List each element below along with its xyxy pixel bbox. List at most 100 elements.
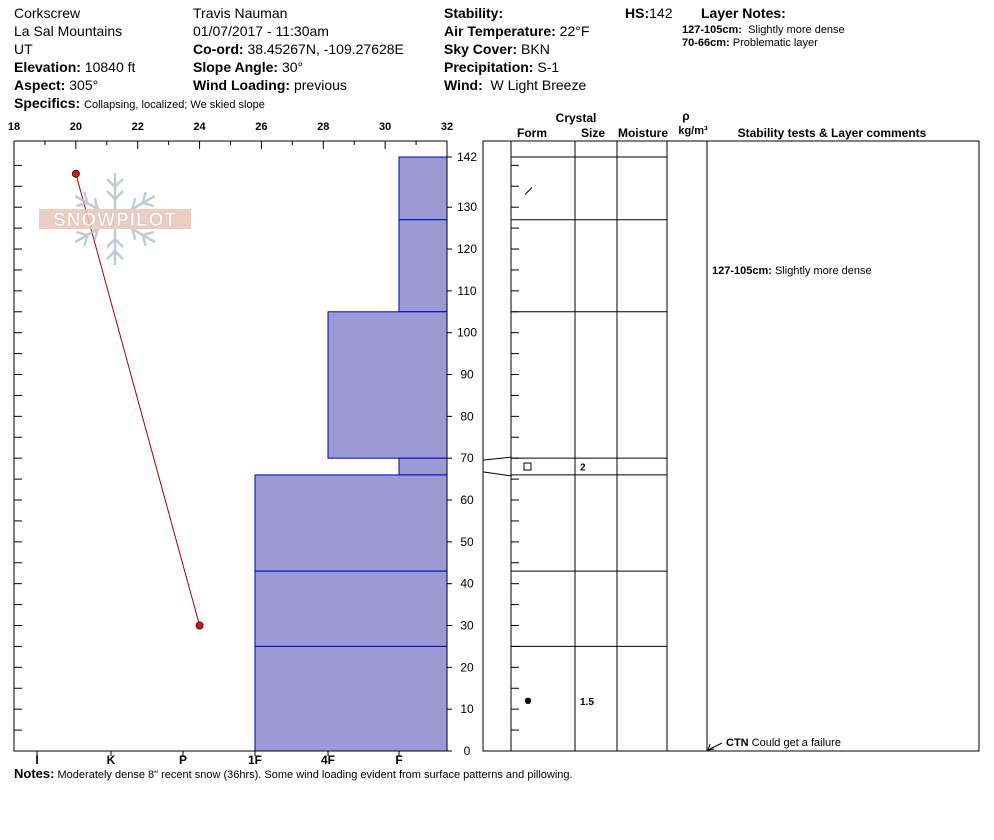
temperature-point [71, 169, 80, 178]
depth-tick-label: 20 [460, 660, 474, 674]
layer-note-text: Slightly more dense [748, 24, 845, 36]
depth-tick-label: 110 [457, 284, 476, 298]
hardness-bar [398, 457, 448, 476]
depth-tick-label: 90 [460, 368, 474, 382]
air-temp-value: 22°F [559, 23, 590, 39]
snow-height: HS:142 [625, 4, 672, 22]
layer-note-range: 127-105cm: [682, 24, 742, 36]
depth-tick-label: 80 [460, 409, 474, 423]
specifics-label: Specifics: [14, 95, 81, 111]
layer-notes-title: Layer Notes: [701, 4, 786, 22]
aspect-value: 305° [69, 77, 99, 93]
crystal-size-label: 2 [580, 463, 586, 474]
temperature-line [75, 173, 201, 626]
precip-value: S-1 [537, 59, 560, 75]
sky-cover: Sky Cover: BKN [444, 40, 589, 58]
notes: Notes: Moderately dense 8" recent snow (… [14, 766, 573, 781]
location-name: Corkscrew [14, 5, 81, 21]
depth-tick-label: 50 [460, 535, 474, 549]
layer-notes-label: Layer Notes: [701, 5, 786, 21]
hardness-tick-label: F [395, 753, 402, 765]
air-temperature: Air Temperature: 22°F [444, 22, 589, 40]
notes-text: Moderately dense 8" recent snow (36hrs).… [57, 769, 573, 781]
state: UT [14, 41, 33, 57]
layer-comment-range: 127-105cm: [712, 265, 772, 277]
precip-label: Precipitation: [444, 59, 534, 75]
stability: Stability: [444, 4, 589, 22]
stability-label: Stability: [444, 5, 504, 21]
layer-note: 70-66cm: Problematic layer [682, 37, 845, 50]
depth-tick-label: 130 [457, 200, 477, 214]
coord-label: Co-ord: [193, 41, 244, 57]
crystal-form-symbol [523, 462, 532, 471]
sky-label: Sky Cover: [444, 41, 518, 57]
temp-tick-label: 32 [441, 121, 453, 133]
depth-tick-label: 0 [464, 744, 471, 758]
temp-tick-label: 28 [317, 121, 329, 133]
table-frame [482, 140, 980, 752]
temp-tick-label: 26 [255, 121, 267, 133]
crystal-form-symbol [524, 697, 532, 705]
slope-value: 30° [281, 59, 304, 75]
stability-test-text: Could get a failure [749, 737, 841, 749]
aspect: Aspect: 305° [14, 76, 135, 94]
logo-text: SNOWPILOT [53, 210, 177, 231]
hardness-bar [398, 219, 448, 313]
layer-comment-text: Slightly more dense [772, 265, 872, 277]
hardness-bar [398, 156, 448, 221]
elevation-label: Elevation: [14, 59, 81, 75]
specifics: Specifics: Collapsing, localized; We ski… [14, 94, 265, 112]
sky-value: BKN [521, 41, 550, 57]
temp-tick-label: 22 [132, 121, 144, 133]
col-form: Form [517, 126, 547, 140]
layer-notes-list: 127-105cm: Slightly more dense 70-66cm: … [682, 24, 845, 50]
hardness-tick-label: 4F [321, 753, 335, 765]
layer-note-range: 70-66cm: [682, 37, 730, 49]
wind-loading-value: previous [293, 77, 347, 93]
depth-tick-label: 120 [457, 242, 477, 256]
col-size: Size [581, 126, 605, 140]
wind-loading-label: Wind Loading: [193, 77, 291, 93]
crystal-form-symbol [524, 187, 533, 195]
temp-tick-label: 24 [193, 121, 206, 133]
header-observer-block: Travis Nauman 01/07/2017 - 11:30am Co-or… [193, 4, 404, 94]
test-pointer-arrow [707, 743, 715, 751]
layer-table: 2 1.5 127-105cm: Slightly more dense CTN Co… [482, 140, 980, 752]
coord-value: 38.45267N, -109.27628E [247, 41, 404, 57]
notes-label: Notes: [14, 766, 55, 781]
hardness-tick-label: K [107, 753, 116, 765]
hardness-bar [254, 474, 448, 572]
logo-banner [39, 209, 191, 229]
observer-name: Travis Nauman [193, 5, 288, 21]
col-moisture: Moisture [618, 126, 668, 140]
hardness-tick-label: 1F [248, 753, 262, 765]
air-temp-label: Air Temperature: [444, 23, 556, 39]
depth-tick-label: 60 [460, 493, 474, 507]
hardness-bar [254, 645, 448, 752]
stability-test: CTN Could get a failure [726, 737, 841, 749]
wind: Wind: W Light Breeze [444, 76, 589, 94]
observation-datetime: 01/07/2017 - 11:30am [193, 23, 329, 39]
specifics-text: Collapsing, localized; We skied slope [84, 99, 265, 111]
temp-tick-label: 30 [379, 121, 391, 133]
header-location-block: Corkscrew La Sal Mountains UT Elevation:… [14, 4, 135, 94]
hs-label: HS: [625, 5, 650, 21]
depth-tick-label: 30 [460, 619, 474, 633]
col-density-unit: kg/m³ [678, 125, 708, 137]
temperature-hardness-chart: 18 20 22 24 26 28 30 32 0 10 20 30 40 50 60 70 80 90 100 11… [8, 121, 477, 765]
test-pointer [707, 742, 723, 751]
coordinates: Co-ord: 38.45267N, -109.27628E [193, 40, 404, 58]
wind-value: W Light Breeze [490, 77, 587, 93]
mountain-range: La Sal Mountains [14, 23, 123, 39]
depth-tick-label: 100 [457, 326, 477, 340]
temp-tick-label: 20 [70, 121, 82, 133]
hardness-tick-label: P [179, 753, 187, 765]
layer-note-text: Problematic layer [732, 37, 818, 49]
wind-label: Wind: [444, 77, 483, 93]
snowpilot-logo: SNOWPILOT [39, 173, 191, 267]
col-stability: Stability tests & Layer comments [738, 126, 927, 140]
header-weather-block: Stability: Air Temperature: 22°F Sky Cov… [444, 4, 589, 94]
crystal-size-label: 1.5 [580, 697, 594, 708]
precipitation: Precipitation: S-1 [444, 58, 589, 76]
aspect-label: Aspect: [14, 77, 66, 93]
